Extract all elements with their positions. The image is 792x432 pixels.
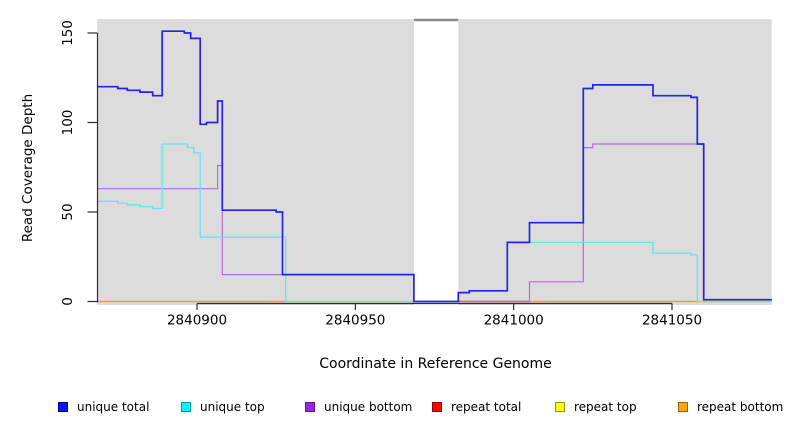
series-line-unique-total	[97, 30, 772, 303]
y-tick-label: 50	[60, 203, 76, 220]
series-line-unique-top	[97, 143, 772, 303]
unique-region-shading	[458, 19, 772, 305]
legend-item-unique-bottom: unique bottom	[305, 399, 412, 415]
legend-item-unique-top: unique top	[181, 399, 265, 415]
legend-item-unique-total: unique total	[58, 399, 149, 415]
series-line-unique-bottom	[97, 143, 772, 303]
legend-swatch-repeat-total	[432, 402, 442, 412]
legend-swatch-unique-total	[58, 402, 68, 412]
x-axis-title: Coordinate in Reference Genome	[319, 356, 552, 372]
legend-label: repeat top	[574, 400, 637, 414]
legend: unique total unique top unique bottom re…	[0, 399, 792, 415]
legend-item-repeat-top: repeat top	[555, 399, 637, 415]
y-axis-title: Read Coverage Depth	[20, 93, 36, 243]
legend-label: unique total	[77, 400, 150, 414]
coverage-plot: 0 50 100 150 2840900 2840950 2841000 2841050	[60, 18, 772, 329]
x-tick-label: 2841000	[484, 313, 544, 329]
x-tick-label: 2840900	[167, 313, 227, 329]
y-tick-label: 0	[60, 297, 76, 306]
unique-region-shading	[97, 19, 414, 305]
legend-item-repeat-bottom: repeat bottom	[678, 399, 783, 415]
legend-item-repeat-total: repeat total	[432, 399, 521, 415]
legend-label: unique bottom	[324, 400, 413, 414]
legend-swatch-repeat-top	[555, 402, 565, 412]
x-tick-label: 2841050	[642, 313, 702, 329]
legend-swatch-repeat-bottom	[678, 402, 688, 412]
y-tick-label: 100	[60, 110, 76, 136]
legend-label: repeat bottom	[697, 400, 784, 414]
legend-label: repeat total	[451, 400, 522, 414]
legend-swatch-unique-top	[181, 402, 191, 412]
legend-swatch-unique-bottom	[305, 402, 315, 412]
x-tick-label: 2840950	[325, 313, 385, 329]
legend-label: unique top	[200, 400, 265, 414]
y-tick-label: 150	[60, 20, 76, 46]
